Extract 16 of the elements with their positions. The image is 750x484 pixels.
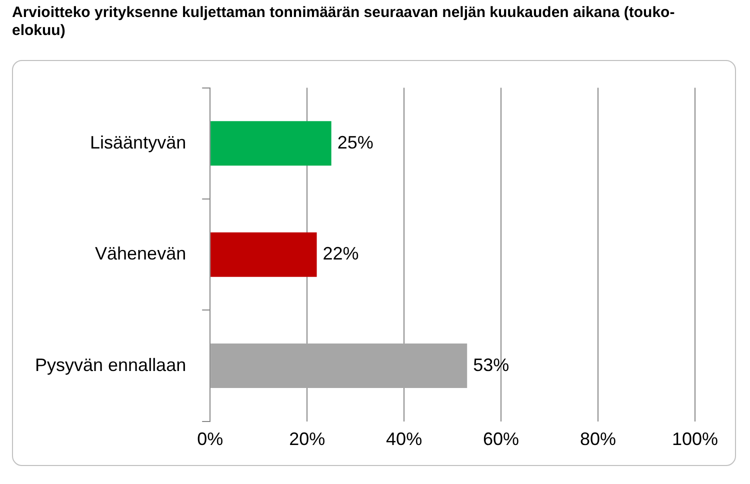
x-tick-label: 80% (580, 429, 616, 450)
bar (210, 344, 468, 388)
x-tick-label: 60% (483, 429, 520, 450)
data-label: 22% (322, 244, 359, 264)
bar (210, 232, 317, 277)
x-tick-label: 100% (672, 429, 718, 450)
data-label: 53% (473, 354, 510, 375)
y-tick-label: Lisääntyvän (90, 132, 186, 152)
x-tick-label: 20% (289, 429, 326, 450)
x-tick-label: 40% (386, 429, 422, 450)
chart-title: Arvioitteko yrityksenne kuljettaman tonnimäärän seuraavan neljän kuukauden aikana (touko-elokuu) (12, 4, 676, 40)
y-tick-label: Vähenevän (95, 244, 186, 264)
data-label: 25% (337, 132, 374, 152)
x-tick-label: 0% (197, 429, 224, 450)
y-tick-label: Pysyvän ennallaan (34, 354, 186, 375)
bar (210, 121, 332, 166)
